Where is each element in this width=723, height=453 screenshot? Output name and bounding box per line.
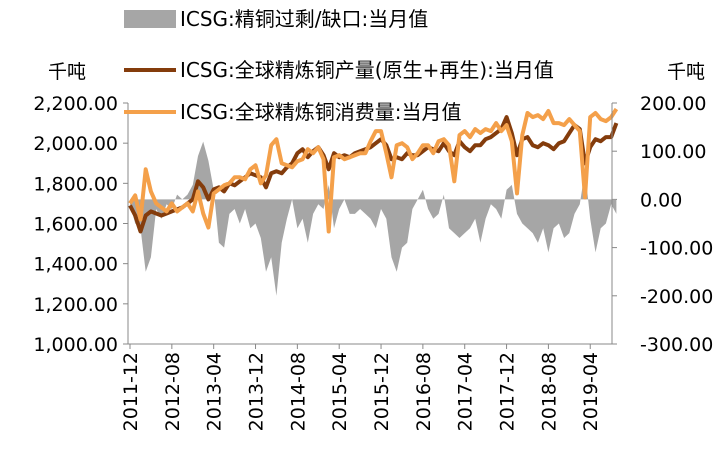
- y-tick-label: 1,600.00: [33, 214, 118, 236]
- x-tick-label: 2013-12: [246, 352, 268, 431]
- y2-axis-unit: 千吨: [667, 61, 705, 83]
- x-tick-label: 2011-12: [120, 352, 142, 431]
- y2-tick-label: 100.00: [640, 141, 706, 163]
- x-tick-label: 2015-04: [329, 352, 351, 431]
- y-axis-unit: 千吨: [48, 61, 86, 83]
- x-tick-label: 2017-12: [497, 352, 519, 431]
- y-tick-label: 2,000.00: [33, 133, 118, 155]
- x-tick-label: 2014-08: [287, 352, 309, 431]
- y-tick-label: 2,200.00: [33, 93, 118, 115]
- legend-label: ICSG:全球精炼铜产量(原生+再生):当月值: [180, 58, 554, 82]
- y2-tick-label: -100.00: [640, 238, 713, 260]
- line: [128, 107, 619, 234]
- x-tick-label: 2017-04: [455, 352, 477, 431]
- x-tick-label: 2018-08: [538, 352, 560, 431]
- line: [128, 115, 619, 234]
- legend-label: ICSG:全球精炼铜消费量:当月值: [180, 100, 462, 124]
- y-tick-label: 1,800.00: [33, 173, 118, 195]
- y2-tick-label: -200.00: [640, 286, 713, 308]
- x-tick-label: 2015-12: [371, 352, 393, 431]
- y2-tick-label: 0.00: [640, 189, 682, 211]
- y2-tick-label: 200.00: [640, 93, 706, 115]
- legend-swatch: [124, 10, 176, 28]
- x-tick-label: 2019-04: [580, 352, 602, 431]
- y2-tick-label: -300.00: [640, 334, 713, 356]
- x-tick-label: 2016-08: [413, 352, 435, 431]
- area: [130, 141, 617, 296]
- x-tick-label: 2013-04: [204, 352, 226, 431]
- y-tick-label: 1,200.00: [33, 294, 118, 316]
- y-tick-label: 1,000.00: [33, 334, 118, 356]
- y-tick-label: 1,400.00: [33, 254, 118, 276]
- legend-label: ICSG:精铜过剩/缺口:当月值: [180, 7, 428, 31]
- x-tick-label: 2012-08: [162, 352, 184, 431]
